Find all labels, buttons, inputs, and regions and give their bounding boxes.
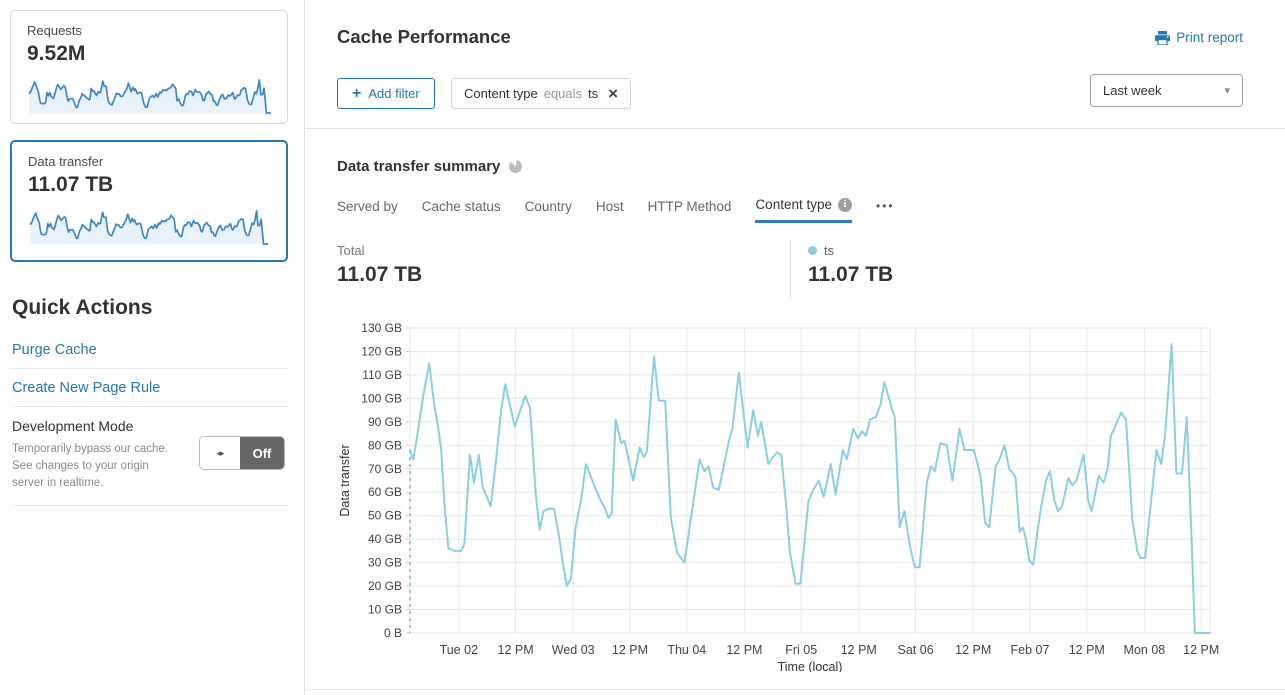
divider — [790, 240, 791, 298]
line-chart-svg: 130 GB 120 GB 110 GB 100 GB 90 GB 80 GB 70 GB 6… — [338, 321, 1219, 674]
printer-icon — [1155, 30, 1171, 45]
svg-text:Tue 02: Tue 02 — [440, 643, 479, 657]
svg-text:Sat 06: Sat 06 — [898, 643, 934, 657]
tab-label: HTTP Method — [647, 198, 732, 214]
add-filter-button[interactable]: + Add filter — [337, 78, 435, 109]
svg-text:10 GB: 10 GB — [368, 603, 402, 617]
svg-text:12 PM: 12 PM — [726, 643, 762, 657]
tab-label: Served by — [337, 198, 398, 214]
remove-filter-icon[interactable]: × — [608, 84, 619, 103]
create-page-rule-link[interactable]: Create New Page Rule — [12, 380, 161, 396]
development-mode-description: Temporarily bypass our cache. See change… — [12, 443, 168, 489]
tab-label: Country — [524, 198, 572, 214]
more-dimensions-icon[interactable]: ••• — [876, 199, 895, 213]
print-report-button[interactable]: Print report — [1155, 30, 1243, 45]
total-value: 11.07 TB — [337, 263, 423, 286]
series-name: ts — [824, 243, 835, 258]
time-range-select[interactable]: Last week ▾ — [1090, 74, 1243, 107]
data-transfer-card-label: Data transfer — [28, 154, 104, 169]
svg-text:Data transfer: Data transfer — [338, 444, 352, 516]
toggle-handle-icon: ◂▸ — [200, 437, 240, 469]
tab-http-method[interactable]: HTTP Method — [648, 197, 732, 223]
tab-content-type[interactable]: Content type i — [755, 197, 852, 223]
svg-text:80 GB: 80 GB — [368, 438, 402, 452]
chevron-down-icon: ▾ — [1224, 85, 1230, 97]
divider — [306, 689, 1285, 690]
data-transfer-card-value: 11.07 TB — [28, 173, 114, 196]
data-transfer-sparkline-chart — [29, 210, 268, 245]
pie-chart-icon — [508, 159, 523, 173]
svg-text:90 GB: 90 GB — [368, 415, 402, 429]
purge-cache-link[interactable]: Purge Cache — [12, 342, 97, 358]
svg-text:70 GB: 70 GB — [368, 462, 402, 476]
svg-text:0 B: 0 B — [384, 626, 402, 640]
filter-value: ts — [588, 86, 599, 101]
sidebar: Requests 9.52M Data transfer 11.07 TB Qu… — [0, 0, 305, 695]
svg-text:110 GB: 110 GB — [362, 368, 402, 382]
series-legend[interactable]: ts 11.07 TB — [808, 243, 893, 287]
divider — [306, 128, 1285, 129]
tab-label: Cache status — [421, 198, 501, 214]
svg-text:12 PM: 12 PM — [1183, 643, 1219, 657]
print-report-label: Print report — [1176, 30, 1243, 45]
summary-dimension-tabs: Served by Cache status Country Host HTTP Met… — [337, 197, 895, 223]
page-title: Cache Performance — [337, 26, 511, 47]
requests-card-label: Requests — [27, 23, 82, 38]
svg-text:120 GB: 120 GB — [361, 345, 402, 359]
svg-text:40 GB: 40 GB — [368, 532, 402, 546]
summary-title-text: Data transfer summary — [337, 158, 501, 175]
tab-country[interactable]: Country — [525, 197, 572, 223]
tab-label: Content type — [755, 197, 832, 212]
total-label: Total — [337, 243, 365, 258]
svg-text:Time (local): Time (local) — [778, 660, 843, 672]
filter-operator: equals — [543, 86, 583, 101]
svg-text:Mon 08: Mon 08 — [1124, 643, 1166, 657]
svg-text:12 PM: 12 PM — [1069, 643, 1105, 657]
total-block: Total 11.07 TB — [337, 243, 422, 287]
divider — [10, 505, 288, 506]
svg-text:12 PM: 12 PM — [955, 643, 991, 657]
data-transfer-metric-card[interactable]: Data transfer 11.07 TB — [10, 140, 288, 262]
filter-field: Content type — [464, 86, 538, 101]
svg-text:12 PM: 12 PM — [612, 643, 648, 657]
info-icon[interactable]: i — [838, 197, 852, 212]
tab-served-by[interactable]: Served by — [337, 197, 398, 223]
svg-text:30 GB: 30 GB — [368, 556, 402, 570]
data-transfer-chart: 130 GB 120 GB 110 GB 100 GB 90 GB 80 GB 70 GB 6… — [335, 318, 1219, 677]
tab-host[interactable]: Host — [596, 197, 624, 223]
svg-text:Thu 04: Thu 04 — [667, 643, 706, 657]
series-color-dot — [808, 246, 817, 255]
series-value: 11.07 TB — [808, 263, 894, 286]
svg-text:12 PM: 12 PM — [841, 643, 877, 657]
tab-label: Host — [595, 198, 624, 214]
svg-text:12 PM: 12 PM — [498, 643, 534, 657]
svg-text:20 GB: 20 GB — [368, 579, 402, 593]
svg-text:130 GB: 130 GB — [361, 321, 402, 335]
divider — [10, 368, 288, 369]
requests-sparkline-chart — [28, 79, 271, 114]
filter-chip-content-type[interactable]: Content type equals ts × — [451, 78, 632, 109]
svg-text:Wed 03: Wed 03 — [552, 643, 595, 657]
svg-text:Fri 05: Fri 05 — [785, 643, 817, 657]
development-mode-toggle[interactable]: ◂▸ Off — [199, 436, 285, 470]
tab-cache-status[interactable]: Cache status — [422, 197, 501, 223]
development-mode-title: Development Mode — [12, 418, 134, 434]
main-panel: Cache Performance Print report + Add fil… — [306, 0, 1285, 695]
divider — [10, 406, 288, 407]
plus-icon: + — [352, 84, 362, 102]
svg-text:100 GB: 100 GB — [361, 391, 402, 405]
summary-title: Data transfer summary — [337, 158, 523, 175]
requests-metric-card[interactable]: Requests 9.52M — [10, 10, 288, 124]
svg-text:Feb 07: Feb 07 — [1011, 643, 1050, 657]
toggle-state-label: Off — [240, 437, 284, 469]
svg-text:60 GB: 60 GB — [368, 485, 402, 499]
quick-actions-heading: Quick Actions — [12, 296, 153, 319]
add-filter-label: Add filter — [368, 86, 420, 101]
time-range-value: Last week — [1103, 83, 1162, 98]
svg-text:50 GB: 50 GB — [368, 509, 402, 523]
requests-card-value: 9.52M — [27, 42, 86, 65]
